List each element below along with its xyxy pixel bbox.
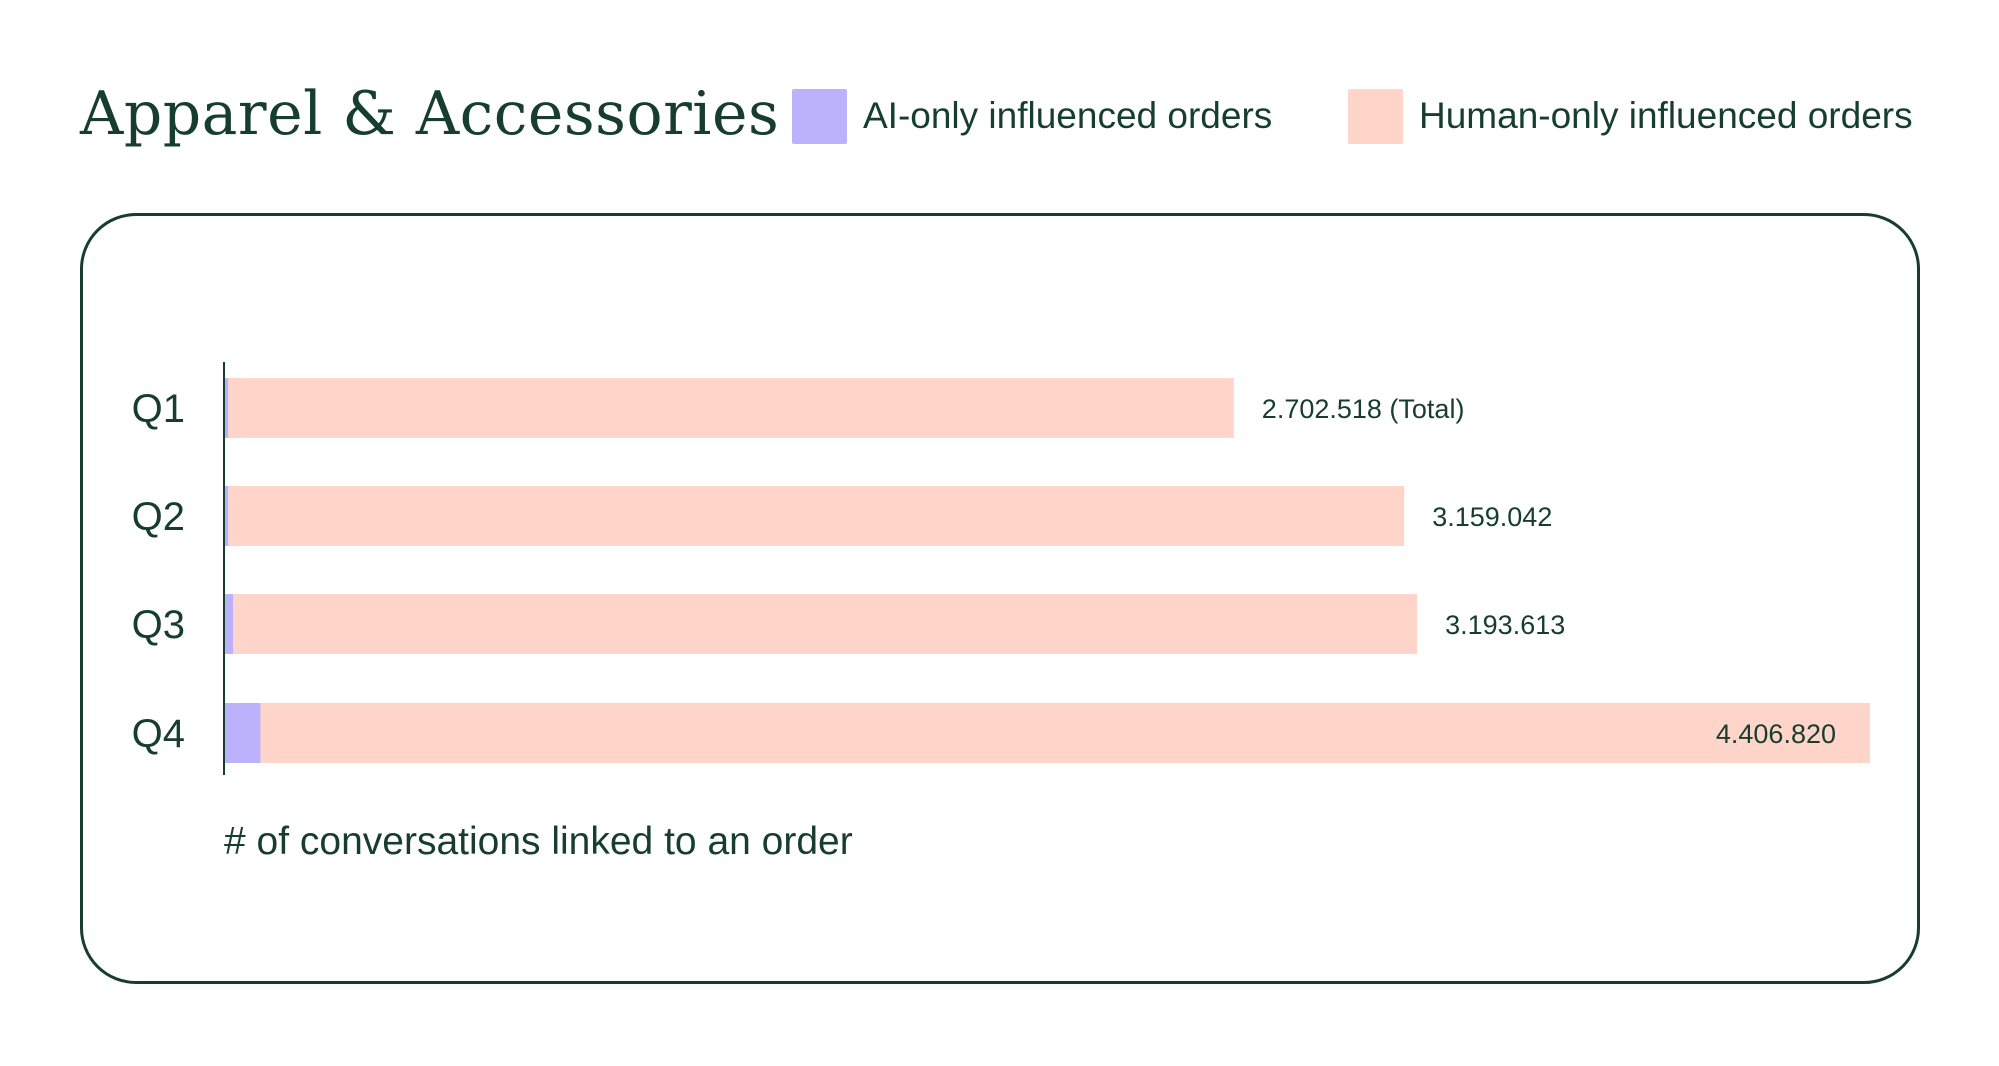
data-label-q3: 3.193.613 <box>1445 610 1565 640</box>
category-label-q4: Q4 <box>132 712 185 756</box>
data-label-q2: 3.159.042 <box>1432 502 1552 532</box>
chart-title: Apparel & Accessories <box>80 79 780 149</box>
ai-bar-q4 <box>225 703 261 763</box>
legend-swatch-ai <box>792 88 847 144</box>
human-bar-q2 <box>228 486 1405 546</box>
data-label-q1: 2.702.518 (Total) <box>1262 394 1465 424</box>
category-label-q1: Q1 <box>132 387 185 431</box>
legend-item-ai: AI-only influenced orders <box>792 88 1272 144</box>
ai-bar-q2 <box>225 486 229 546</box>
data-label-q4: 4.406.820 <box>1716 719 1836 749</box>
legend-label-human: Human-only influenced orders <box>1419 95 1913 136</box>
human-bar-q3 <box>233 594 1418 654</box>
human-bar-q1 <box>228 378 1234 438</box>
ai-bar-q1 <box>225 378 229 438</box>
legend-item-human: Human-only influenced orders <box>1348 88 1913 144</box>
category-label-q3: Q3 <box>132 603 185 647</box>
bars-layer: Q1 2.702.518 (Total) Q2 3.159.042 Q3 3.193.61… <box>132 378 1871 763</box>
legend-label-ai: AI-only influenced orders <box>863 95 1273 136</box>
category-label-q2: Q2 <box>132 495 185 539</box>
human-bar-q4 <box>260 703 1871 763</box>
legend-swatch-human <box>1348 88 1403 144</box>
ai-bar-q3 <box>225 594 234 654</box>
x-axis-label: # of conversations linked to an order <box>224 820 853 863</box>
